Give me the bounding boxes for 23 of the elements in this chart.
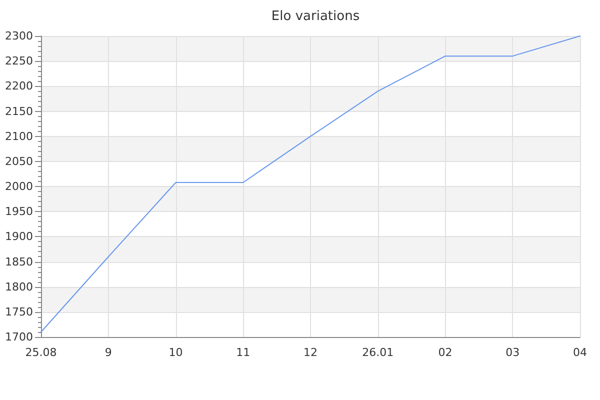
y-tick-label: 1900 (5, 230, 33, 244)
y-tick-label: 2250 (5, 54, 33, 68)
x-tick-label: 04 (573, 346, 587, 359)
y-tick-label: 1850 (5, 255, 33, 268)
x-tick-label: 12 (304, 346, 318, 359)
x-tick-label: 26.01 (362, 346, 394, 359)
y-tick-label: 1950 (5, 205, 33, 218)
x-tick-label: 11 (236, 346, 250, 359)
y-tick-label: 2100 (5, 130, 33, 143)
x-tick-label: 10 (168, 346, 183, 359)
y-tick-label: 2050 (5, 154, 33, 168)
y-tick-label: 1750 (5, 305, 33, 318)
x-tick-label: 03 (506, 346, 520, 359)
chart-title: Elo variations (271, 9, 360, 24)
y-tick-label: 1800 (5, 280, 33, 294)
y-tick-label: 2150 (5, 104, 33, 118)
y-tick-label: 2200 (5, 80, 33, 93)
x-tick-label: 25.08 (25, 346, 57, 359)
y-tick-label: 2300 (5, 30, 33, 42)
x-tick-label: 02 (438, 346, 452, 359)
y-tick-label: 2000 (5, 180, 33, 193)
x-tick-label: 9 (104, 346, 112, 359)
y-tick-label: 1700 (5, 330, 33, 344)
